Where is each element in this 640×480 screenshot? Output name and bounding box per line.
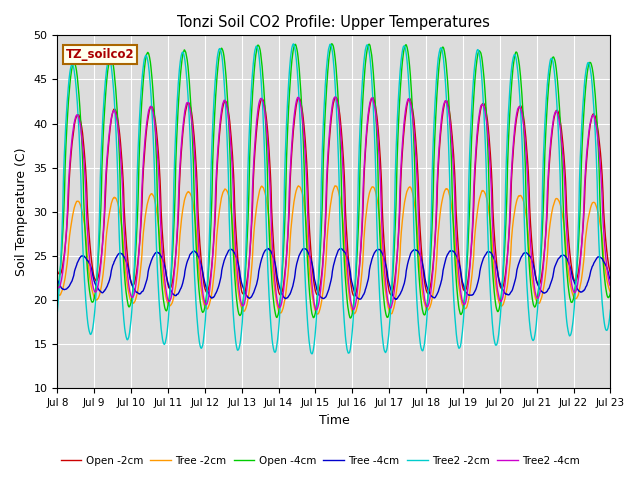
Line: Open -4cm: Open -4cm — [58, 44, 611, 318]
X-axis label: Time: Time — [319, 414, 349, 427]
Tree2 -2cm — [591, 120, 598, 125]
Tree -4cm — [308, 260, 316, 266]
Open -2cm — [54, 268, 61, 274]
Open -2cm — [332, 94, 339, 100]
Open -2cm — [607, 270, 614, 276]
Open -4cm — [323, 90, 330, 96]
Tree -4cm — [54, 277, 61, 283]
Tree -2cm — [314, 311, 321, 317]
Open -4cm — [490, 279, 497, 285]
Open -4cm — [346, 315, 354, 321]
Open -2cm — [308, 258, 316, 264]
Open -2cm — [350, 293, 358, 299]
Tree -4cm — [591, 258, 599, 264]
Tree2 -2cm — [308, 351, 316, 357]
Tree2 -4cm — [82, 185, 90, 191]
Tree2 -2cm — [289, 41, 297, 47]
Open -2cm — [591, 113, 599, 119]
Open -2cm — [323, 202, 330, 207]
Open -4cm — [328, 41, 336, 47]
Open -4cm — [82, 238, 90, 244]
Tree -4cm — [490, 254, 497, 260]
Tree2 -2cm — [607, 307, 614, 313]
Tree -4cm — [323, 292, 330, 298]
Open -2cm — [490, 217, 497, 223]
Tree2 -4cm — [308, 278, 316, 284]
Tree2 -2cm — [490, 332, 497, 337]
Open -4cm — [54, 289, 61, 295]
Line: Tree -2cm: Tree -2cm — [58, 186, 611, 314]
Legend: Open -2cm, Tree -2cm, Open -4cm, Tree -4cm, Tree2 -2cm, Tree2 -4cm: Open -2cm, Tree -2cm, Open -4cm, Tree -4… — [56, 452, 584, 470]
Tree -2cm — [591, 200, 599, 206]
Line: Tree2 -2cm: Tree2 -2cm — [58, 44, 611, 354]
Tree2 -2cm — [54, 309, 61, 314]
Tree2 -4cm — [591, 116, 599, 122]
Tree2 -4cm — [490, 239, 497, 244]
Tree -2cm — [332, 183, 339, 189]
Tree2 -4cm — [331, 94, 339, 100]
Tree -4cm — [392, 297, 399, 302]
Tree2 -4cm — [607, 283, 614, 289]
Line: Open -2cm: Open -2cm — [58, 97, 611, 296]
Tree -2cm — [54, 291, 61, 297]
Tree2 -4cm — [312, 307, 320, 313]
Tree2 -4cm — [591, 115, 598, 121]
Open -4cm — [308, 309, 316, 315]
Tree -4cm — [591, 259, 598, 264]
Open -2cm — [591, 112, 598, 118]
Open -2cm — [82, 166, 90, 171]
Tree2 -2cm — [82, 296, 90, 301]
Tree -2cm — [323, 245, 330, 251]
Tree -4cm — [300, 246, 308, 252]
Tree -2cm — [308, 288, 316, 294]
Tree -2cm — [591, 200, 598, 205]
Open -4cm — [607, 290, 614, 296]
Tree -2cm — [607, 289, 614, 295]
Tree2 -2cm — [308, 351, 316, 357]
Tree -2cm — [490, 261, 497, 267]
Open -4cm — [591, 86, 598, 92]
Tree -4cm — [82, 255, 90, 261]
Line: Tree -4cm: Tree -4cm — [58, 249, 611, 300]
Tree -2cm — [82, 230, 90, 236]
Tree -4cm — [607, 277, 614, 283]
Title: Tonzi Soil CO2 Profile: Upper Temperatures: Tonzi Soil CO2 Profile: Upper Temperatur… — [177, 15, 490, 30]
Line: Tree2 -4cm: Tree2 -4cm — [58, 97, 611, 310]
Tree2 -4cm — [54, 283, 61, 289]
Text: TZ_soilco2: TZ_soilco2 — [66, 48, 134, 60]
Open -4cm — [591, 89, 599, 95]
Tree2 -2cm — [323, 61, 331, 67]
Tree2 -4cm — [323, 177, 330, 182]
Tree2 -2cm — [591, 124, 599, 130]
Y-axis label: Soil Temperature (C): Soil Temperature (C) — [15, 147, 28, 276]
